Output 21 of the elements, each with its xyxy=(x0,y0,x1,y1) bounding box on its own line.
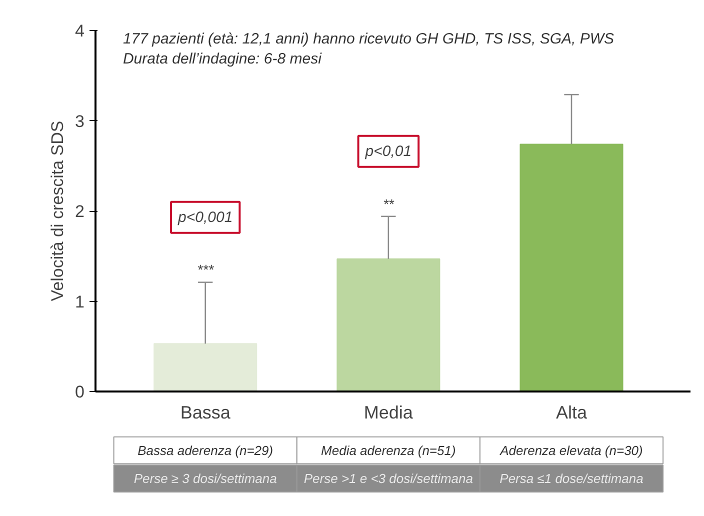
chart-title: 177 pazienti (età: 12,1 anni) hanno ricevuto GH GHD, TS ISS, SGA, PWS xyxy=(122,30,614,48)
annotation: p<0,01 xyxy=(364,142,412,160)
y-tick-label: 1 xyxy=(75,292,85,312)
y-tick-label: 4 xyxy=(75,22,85,40)
annotation: ** xyxy=(382,196,394,212)
x-tick-label: Bassa xyxy=(180,402,232,422)
text: Perse >1 e <3 dosi/settimana xyxy=(304,471,473,486)
text: Durata dell’indagine: 6-8 mesi xyxy=(122,50,322,68)
text: Aderenza elevata (n=30) xyxy=(499,442,643,458)
text: Persa ≤1 dose/settimana xyxy=(500,471,644,486)
text: Media aderenza (n=51) xyxy=(321,442,456,458)
text: Perse ≥ 3 dosi/settimana xyxy=(134,471,277,486)
y-axis-title: Velocità di crescita SDS xyxy=(48,120,68,302)
annotation: p<0,001 xyxy=(177,208,233,226)
y-tick-label: 0 xyxy=(75,382,85,402)
x-tick-label: Alta xyxy=(556,402,588,422)
annotation: *** xyxy=(197,262,214,278)
y-tick-label: 2 xyxy=(75,202,85,221)
text: Bassa aderenza (n=29) xyxy=(138,442,274,458)
x-tick-label: Media xyxy=(364,402,414,422)
y-tick-label: 3 xyxy=(75,112,85,131)
